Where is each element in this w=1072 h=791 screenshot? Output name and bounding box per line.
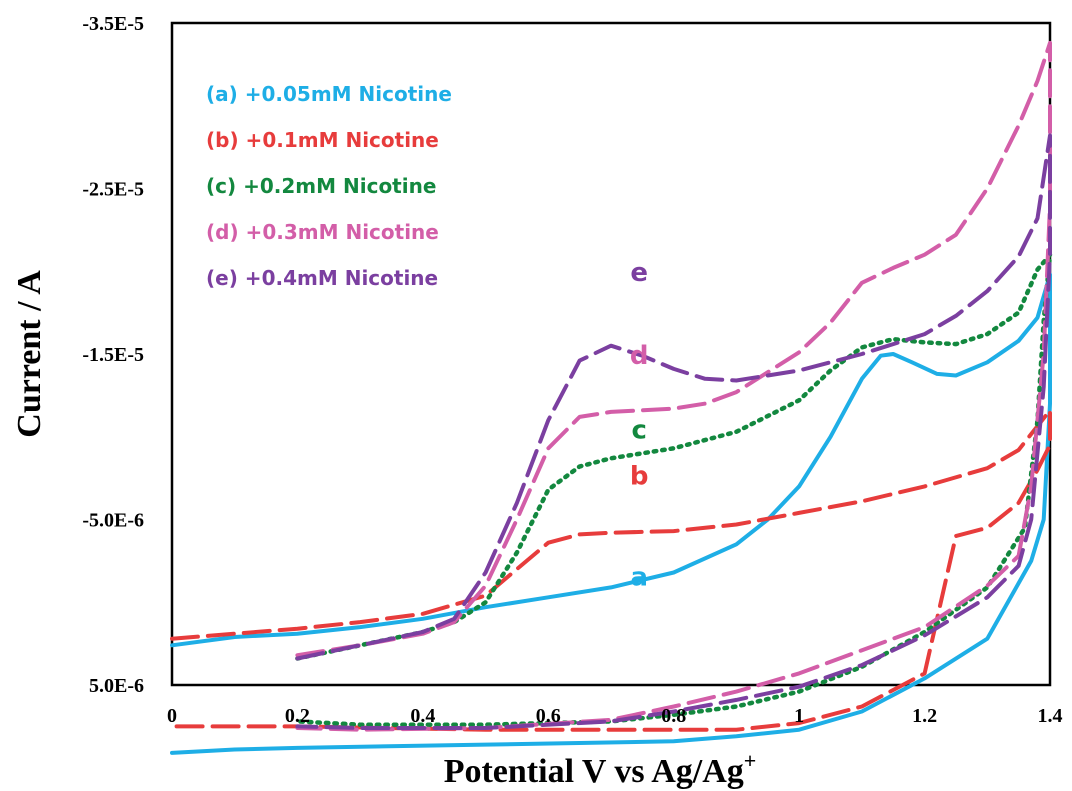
legend-entry-d: (d) +0.3mM Nicotine: [206, 220, 439, 244]
series-line-e: [295, 133, 1052, 730]
curve-label-d: d: [630, 341, 649, 371]
x-tick-label: 0.4: [410, 705, 435, 727]
curve-label-b: b: [630, 462, 649, 492]
x-tick-label: 1.2: [912, 705, 937, 727]
y-tick-label: -2.5E-5: [82, 179, 144, 201]
legend-entry-c: (c) +0.2mM Nicotine: [206, 174, 436, 198]
y-tick-labels: -3.5E-5 -2.5E-5 -1.5E-5 -5.0E-6 5.0E-6: [82, 13, 144, 697]
x-tick-label: 1: [794, 705, 804, 727]
x-axis-title-main: Potential V vs Ag/Ag: [444, 753, 744, 790]
series-line-a: [170, 272, 1052, 755]
curve-labels: a bc d e: [630, 258, 649, 593]
legend-entry-b: (b) +0.1mM Nicotine: [206, 128, 439, 152]
x-tick-label: 0.6: [536, 705, 561, 727]
x-axis-title: Potential V vs Ag/Ag+: [444, 748, 757, 790]
legend-entry-e: (e) +0.4mM Nicotine: [206, 266, 438, 290]
x-tick-label: 1.4: [1038, 705, 1063, 727]
y-axis-title: Current / A: [11, 270, 48, 438]
curve-label-e: e: [630, 258, 648, 288]
x-tick-label: 0: [167, 705, 177, 727]
x-tick-labels: 0 0.2 0.4 0.6 0.8 1 1.2 1.4: [167, 705, 1063, 727]
legend: (a) +0.05mM Nicotine (b) +0.1mM Nicotine (…: [206, 82, 452, 290]
series-layer: [170, 40, 1053, 755]
y-tick-label: -1.5E-5: [82, 344, 144, 366]
x-tick-label: 0.2: [285, 705, 310, 727]
y-tick-label: 5.0E-6: [89, 675, 144, 697]
y-tick-label: -3.5E-5: [82, 13, 144, 35]
series-line-d: [295, 40, 1052, 732]
curve-label-c: c: [632, 415, 647, 445]
legend-entry-a: (a) +0.05mM Nicotine: [206, 82, 452, 106]
x-axis-title-superscript: +: [744, 748, 757, 773]
series-line-c: [295, 252, 1053, 727]
y-tick-label: -5.0E-6: [82, 510, 144, 532]
x-tick-label: 0.8: [661, 705, 686, 727]
curve-label-a: a: [630, 563, 648, 593]
